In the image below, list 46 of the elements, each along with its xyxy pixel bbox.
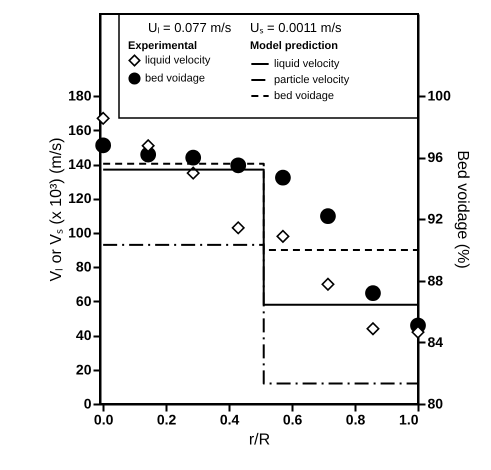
annotation: Uₗ = 0.077 m/s — [148, 20, 232, 35]
point — [366, 322, 380, 336]
legend-label: bed voidage — [145, 72, 205, 84]
y-tick-label: 0 — [84, 396, 92, 412]
y-tick-label: 180 — [68, 88, 92, 104]
legend-label: liquid velocity — [145, 54, 211, 66]
y2-tick-label: 96 — [428, 149, 444, 166]
x-tick-label: 0.4 — [220, 412, 240, 428]
x-axis-title: r/R — [248, 432, 270, 448]
y-tick-label: 160 — [68, 122, 92, 138]
y-axis-title: Vₗ or Vₛ (x 10³) (m/s) — [48, 137, 66, 282]
x-tick-label: 1.0 — [399, 412, 419, 428]
y2-tick-label: 100 — [428, 88, 452, 104]
x-tick-label: 0.8 — [346, 412, 366, 428]
point — [320, 208, 336, 224]
legend-label: bed voidage — [274, 90, 334, 102]
y-tick-label: 100 — [68, 224, 92, 240]
y2-tick-label: 92 — [428, 210, 444, 227]
point — [232, 221, 245, 234]
y-tick-label: 140 — [68, 156, 92, 172]
y-tick-label: 40 — [76, 327, 92, 344]
annotation: Experimental — [128, 40, 198, 52]
point — [321, 278, 334, 291]
point — [95, 137, 112, 154]
x-tick-label: 0.6 — [282, 412, 302, 428]
y-tick-label: 120 — [68, 190, 92, 206]
y-tick-label: 80 — [76, 258, 92, 275]
point — [365, 285, 381, 301]
y2-tick-label: 84 — [428, 334, 444, 350]
x-tick-label: 0.0 — [94, 412, 114, 428]
point — [275, 170, 291, 186]
y2-tick-label: 88 — [428, 272, 444, 288]
point — [412, 326, 424, 339]
point — [96, 112, 110, 125]
legend-label: particle velocity — [274, 74, 350, 86]
y2-tick-label: 80 — [428, 396, 444, 412]
y2-axis-title: Bed voidage (%) — [454, 150, 471, 269]
annotation: Model prediction — [250, 40, 338, 52]
legend-label: liquid velocity — [274, 58, 340, 70]
point — [185, 150, 202, 166]
point — [276, 230, 290, 243]
x-tick-label: 0.2 — [156, 412, 177, 428]
y-tick-label: 20 — [76, 361, 92, 378]
annotation: Uₛ = 0.0011 m/s — [250, 20, 342, 35]
point — [142, 139, 155, 152]
y-tick-label: 60 — [76, 292, 92, 309]
